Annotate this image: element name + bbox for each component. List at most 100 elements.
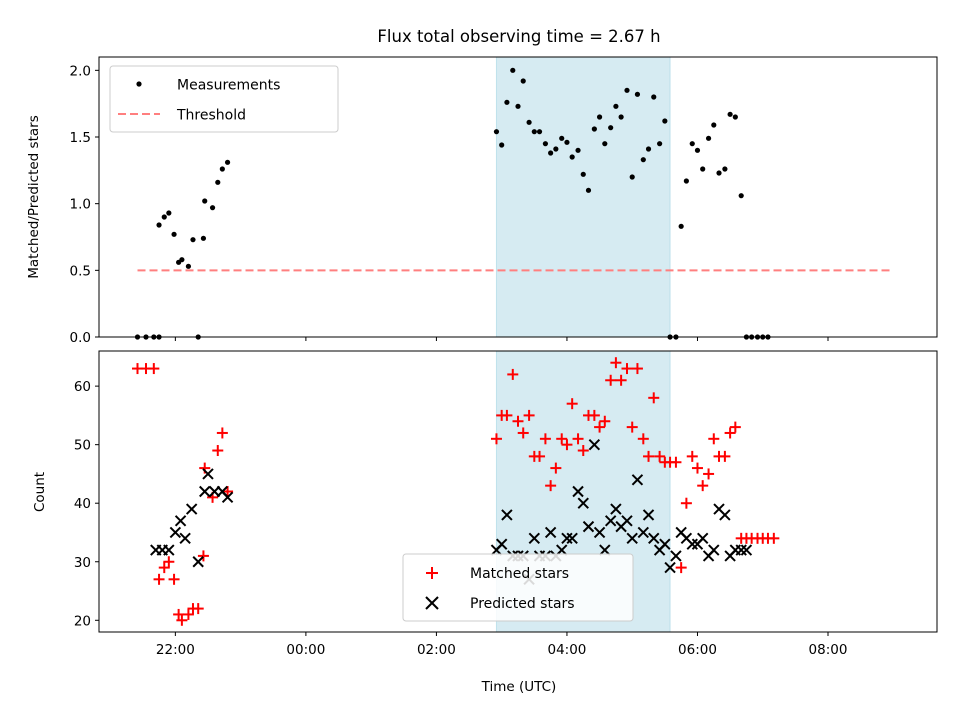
matched-star-point — [523, 409, 535, 421]
predicted-star-point — [582, 520, 595, 533]
measurement-point — [564, 139, 570, 145]
predicted-star-point — [686, 538, 698, 550]
predicted-star-point — [544, 526, 557, 539]
predicted-star-point — [169, 526, 182, 539]
measurement-point — [645, 146, 652, 152]
matched-star-point — [517, 427, 529, 439]
y-tick-label: 0.0 — [70, 330, 91, 346]
matched-star-point — [222, 486, 234, 497]
matched-star-point — [182, 608, 194, 620]
y-tick-label: 0.5 — [70, 263, 91, 279]
measurement-point — [559, 135, 565, 141]
matched-star-point — [176, 614, 188, 626]
y-tick-label: 30 — [74, 555, 91, 571]
measurement-point — [575, 147, 581, 153]
measurement-point — [585, 187, 592, 193]
x-axis-ticks: 22:00 00:00 02:00 04:00 06:00 08:00 — [156, 632, 847, 658]
matched-star-point — [697, 480, 709, 492]
matched-star-point — [490, 433, 502, 445]
measurement-point — [651, 94, 657, 100]
measurement-point — [580, 171, 586, 177]
legend-marker-x — [425, 596, 439, 610]
predicted-star-point — [561, 532, 573, 545]
measurement-point — [185, 263, 192, 269]
legend-marker-dot — [136, 81, 142, 87]
plot-frame — [98, 56, 938, 338]
measurement-point — [694, 147, 701, 153]
matched-star-point — [550, 462, 562, 474]
measurement-point — [553, 146, 559, 152]
matched-star-point — [561, 439, 573, 451]
x-axis-label: Time (UTC) — [481, 679, 557, 695]
matched-star-point — [566, 398, 578, 410]
matched-star-point — [197, 550, 209, 562]
predicted-star-point — [202, 468, 214, 480]
x-tick-label: 00:00 — [286, 642, 325, 658]
measurement-point — [200, 235, 207, 241]
predicted-star-point — [626, 532, 638, 545]
predicted-star-point — [604, 515, 617, 527]
matched-star-point — [572, 433, 584, 445]
y-tick-label: 2.0 — [70, 63, 91, 79]
measurement-point — [156, 222, 162, 228]
matched-star-point — [768, 532, 780, 544]
matched-star-point — [610, 357, 622, 369]
matched-star-point — [729, 421, 741, 433]
predicted-star-point — [631, 474, 644, 486]
matched-star-point — [556, 433, 568, 445]
matched-star-point — [173, 608, 185, 620]
matched-star-point — [675, 562, 687, 574]
predicted-star-point — [221, 491, 234, 504]
matched-star-point — [153, 573, 165, 585]
x-axis-ticks — [174, 337, 829, 341]
y-axis-label: Matched/Predicted stars — [26, 115, 42, 278]
matched-star-point — [631, 363, 643, 375]
measurement-point — [613, 103, 619, 109]
predicted-star-point — [599, 544, 611, 556]
plot-frame — [98, 350, 938, 633]
measurement-point — [510, 67, 516, 73]
matched-star-point — [594, 421, 606, 433]
predicted-star-point — [556, 544, 568, 556]
measurement-point — [722, 166, 728, 172]
predicted-star-point — [637, 526, 650, 539]
predicted-star-point — [735, 544, 747, 556]
measurement-point — [727, 111, 733, 117]
measurement-point — [215, 179, 221, 185]
legend: Measurements Threshold — [109, 65, 339, 133]
measurement-point — [738, 193, 744, 199]
matched-star-point — [501, 409, 513, 421]
measurement-point — [190, 237, 196, 243]
predicted-star-point — [501, 509, 513, 521]
matched-star-point — [680, 497, 692, 509]
measurement-point — [224, 159, 231, 165]
measurement-point — [711, 122, 717, 128]
measurement-point — [716, 170, 722, 176]
measurement-point — [705, 135, 712, 141]
matched-star-point — [621, 363, 633, 375]
predicted-star-point — [163, 544, 175, 556]
measurement-point — [499, 142, 505, 148]
predicted-star-point — [174, 515, 187, 527]
matched-star-point — [577, 445, 589, 457]
measurement-point — [591, 126, 597, 132]
counts-panel: 20 30 40 50 60 22:00 00:00 02:00 04:00 06:00 08:0… — [32, 350, 938, 695]
measurement-point — [209, 205, 216, 211]
measurement-point — [569, 154, 575, 160]
matched-star-point — [216, 427, 228, 439]
matched-star-point — [539, 433, 551, 445]
x-tick-label: 04:00 — [547, 642, 586, 658]
matched-star-point — [708, 433, 720, 445]
y-tick-label: 1.0 — [70, 197, 91, 213]
predicted-star-point — [528, 532, 541, 545]
y-axis-label: Count — [32, 472, 48, 512]
y-tick-label: 50 — [74, 438, 91, 454]
matched-star-point — [724, 427, 736, 439]
matched-star-point — [507, 368, 519, 380]
x-tick-label: 02:00 — [417, 642, 456, 658]
measurement-points — [134, 67, 771, 340]
matched-star-point — [163, 556, 175, 568]
y-tick-label: 1.5 — [70, 130, 91, 146]
matched-star-point — [670, 456, 682, 468]
x-tick-label: 06:00 — [678, 642, 717, 658]
